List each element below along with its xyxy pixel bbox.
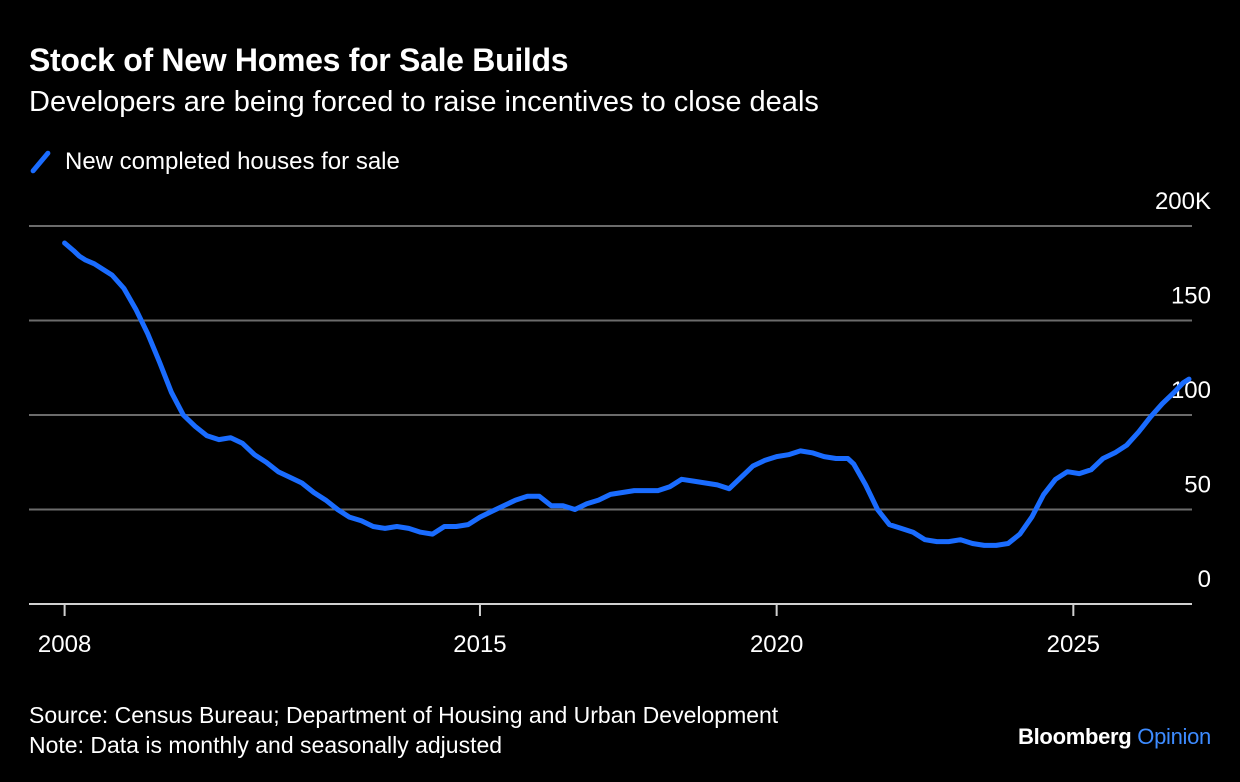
y-tick-label: 150: [1171, 283, 1211, 310]
series-line-new-completed-houses: [62, 240, 1192, 548]
footer: Source: Census Bureau; Department of Hou…: [29, 700, 778, 760]
y-tick-label: 50: [1184, 472, 1211, 499]
legend: New completed houses for sale: [29, 148, 400, 176]
x-tick-label: 2020: [750, 631, 803, 658]
x-tick-label: 2015: [453, 631, 506, 658]
brand-section: Opinion: [1137, 724, 1211, 749]
x-tick-label: 2008: [38, 631, 91, 658]
x-tick-label: 2025: [1047, 631, 1100, 658]
brand-logo: Bloomberg Opinion: [1018, 724, 1211, 750]
y-tick-label: 0: [1198, 566, 1211, 593]
data-note: Note: Data is monthly and seasonally adj…: [29, 732, 503, 758]
series-layer: [62, 240, 1192, 548]
chart-title: Stock of New Homes for Sale Builds: [29, 42, 569, 78]
legend-label: New completed houses for sale: [65, 148, 400, 175]
source-note: Source: Census Bureau; Department of Hou…: [29, 702, 779, 728]
y-tick-label: 200K: [1155, 188, 1211, 215]
grid-lines: [29, 225, 1192, 605]
brand-name: Bloomberg: [1018, 724, 1132, 749]
chart-subtitle: Developers are being forced to raise inc…: [29, 86, 819, 118]
